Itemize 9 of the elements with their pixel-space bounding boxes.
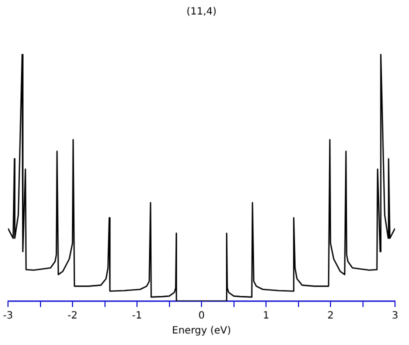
x-tick-label: 1 — [262, 310, 270, 322]
x-axis-title: Energy (eV) — [172, 326, 232, 337]
x-tick-label: 3 — [392, 310, 398, 322]
x-tick-label: 2 — [327, 310, 334, 322]
x-tick-label: -3 — [3, 310, 13, 322]
x-tick-label: -1 — [132, 310, 142, 322]
x-tick-label: 0 — [198, 310, 205, 322]
chart-title: (11,4) — [186, 6, 217, 18]
x-tick-label: -2 — [68, 310, 78, 322]
